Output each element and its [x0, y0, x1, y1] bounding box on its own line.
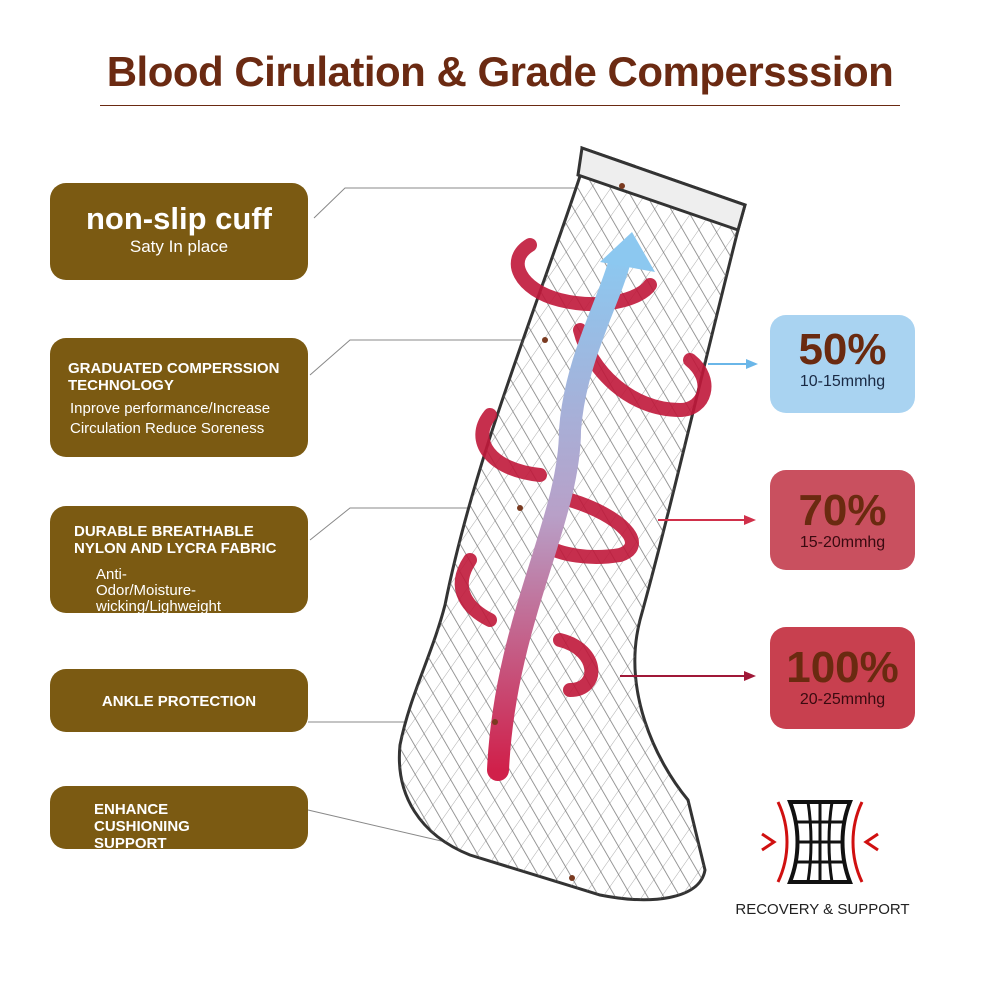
- feature-breathable-fabric: DURABLE BREATHABLE NYLON AND LYCRA FABRI…: [50, 506, 308, 615]
- pressure-percent: 70%: [798, 486, 887, 535]
- pressure-level-50: 50% 10-15mmhg: [770, 315, 915, 413]
- page-title: Blood Cirulation & Grade Compersssion: [106, 48, 894, 95]
- sock-cuff: [576, 145, 747, 232]
- feature-heading: ENHANCE CUSHIONING SUPPORT: [94, 801, 190, 852]
- recovery-label: RECOVERY & SUPPORT: [735, 901, 910, 918]
- feature-text: Anti-Odor/Moisture-wicking/Lighweight: [96, 566, 222, 615]
- feature-heading: DURABLE BREATHABLE NYLON AND LYCRA FABRI…: [74, 523, 277, 557]
- flow-arrowhead: [600, 232, 655, 272]
- pressure-level-100: 100% 20-25mmhg: [770, 627, 915, 729]
- feature-graduated-compression: GRADUATED COMPERSSION TECHNOLOGY Inprove…: [50, 338, 308, 457]
- feature-cushioning: ENHANCE CUSHIONING SUPPORT: [50, 786, 308, 852]
- feature-text: Saty In place: [129, 237, 229, 256]
- feature-ankle-protection: ANKLE PROTECTION: [50, 669, 308, 732]
- feature-non-slip-cuff: non-slip cuff Saty In place: [50, 183, 308, 280]
- pressure-level-70: 70% 15-20mmhg: [770, 470, 915, 570]
- pressure-range: 10-15mmhg: [799, 373, 886, 390]
- pressure-arrows: [620, 359, 758, 681]
- pressure-range: 15-20mmhg: [799, 534, 886, 551]
- feature-heading: non-slip cuff: [86, 201, 272, 236]
- compression-grid-icon: [761, 800, 879, 884]
- pressure-range: 20-25mmhg: [799, 691, 886, 708]
- feature-text: Inprove performance/Increase Circulation…: [70, 400, 271, 437]
- pressure-percent: 100%: [786, 643, 899, 692]
- title-underline: [100, 105, 900, 106]
- blood-flow-arrow: [487, 249, 631, 781]
- feature-heading: GRADUATED COMPERSSION TECHNOLOGY: [68, 360, 280, 394]
- feature-heading: ANKLE PROTECTION: [101, 693, 257, 710]
- pressure-percent: 50%: [798, 325, 887, 374]
